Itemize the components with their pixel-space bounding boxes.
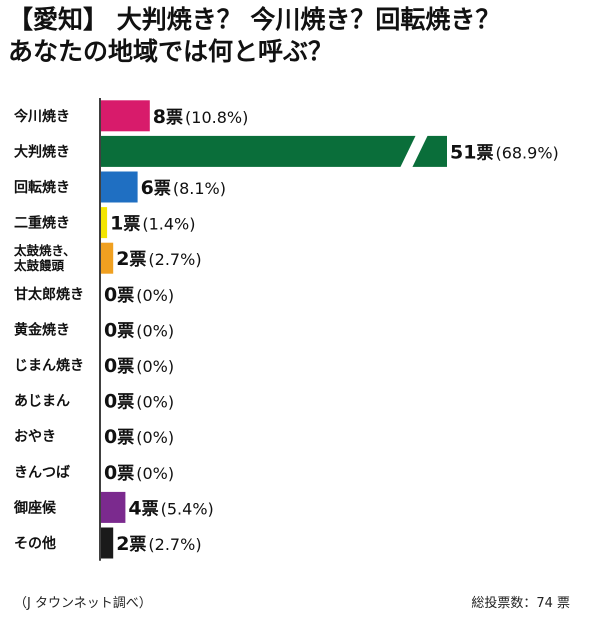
category-label: 太鼓焼き、太鼓饅頭 bbox=[14, 243, 76, 273]
value-label: 8票 (10.8%) bbox=[153, 106, 249, 128]
value-label: 0票 (0%) bbox=[104, 391, 174, 413]
value-label: 4票 (5.4%) bbox=[128, 497, 213, 519]
source-note: （J タウンネット調べ） bbox=[14, 596, 152, 611]
category-label: おやき bbox=[14, 429, 56, 445]
value-label: 51票 (68.9%) bbox=[450, 141, 559, 163]
value-label: 1票 (1.4%) bbox=[110, 213, 195, 235]
category-label: あじまん bbox=[14, 394, 70, 410]
category-label: その他 bbox=[14, 535, 56, 552]
value-label: 0票 (0%) bbox=[104, 355, 174, 377]
value-label: 2票 (2.7%) bbox=[116, 533, 201, 555]
category-label: 大判焼き bbox=[14, 143, 70, 160]
bar bbox=[101, 135, 447, 167]
bar bbox=[101, 171, 138, 203]
category-label: 二重焼き bbox=[14, 215, 70, 232]
category-label: きんつば bbox=[14, 465, 70, 481]
value-label: 0票 (0%) bbox=[104, 426, 174, 448]
category-label: 甘太郎焼き bbox=[14, 286, 84, 303]
bar bbox=[101, 491, 126, 523]
bar bbox=[101, 100, 150, 132]
title-line-1: 【愛知】 大判焼き？ 今川焼き？回転焼き？ bbox=[8, 5, 501, 34]
total-votes: 総投票数：74 票 bbox=[471, 596, 570, 611]
value-label: 0票 (0%) bbox=[104, 462, 174, 484]
title-line-2: あなたの地域では何と呼ぶ？ bbox=[8, 37, 334, 66]
bar bbox=[101, 527, 114, 559]
value-label: 0票 (0%) bbox=[104, 319, 174, 341]
value-label: 6票 (8.1%) bbox=[141, 177, 226, 199]
category-label: 黄金焼き bbox=[14, 321, 70, 338]
value-label: 0票 (0%) bbox=[104, 284, 174, 306]
bar bbox=[101, 207, 108, 239]
category-label: 今川焼き bbox=[13, 108, 70, 125]
chart-title: 【愛知】 大判焼き？ 今川焼き？回転焼き？ あなたの地域では何と呼ぶ？ bbox=[8, 4, 583, 68]
bar bbox=[101, 242, 114, 274]
axis-break-mark bbox=[400, 134, 428, 168]
category-label: じまん焼き bbox=[14, 357, 84, 374]
category-label: 回転焼き bbox=[14, 179, 70, 196]
value-label: 2票 (2.7%) bbox=[116, 248, 201, 270]
category-label: 御座候 bbox=[13, 499, 57, 516]
